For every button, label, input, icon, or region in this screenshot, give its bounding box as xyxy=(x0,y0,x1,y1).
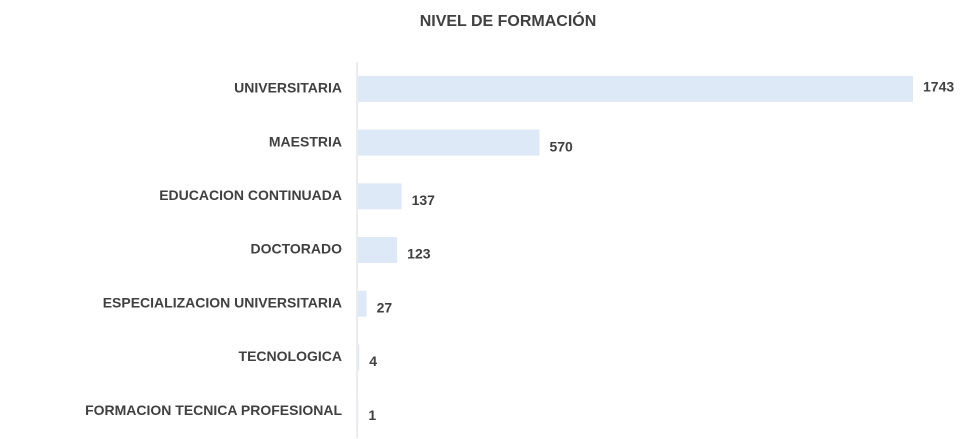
bar xyxy=(358,344,360,371)
value-label: 137 xyxy=(412,192,436,208)
value-label: 570 xyxy=(549,138,573,154)
value-label: 123 xyxy=(407,246,431,262)
y-tick-label: DOCTORADO xyxy=(250,241,342,257)
value-label: 1 xyxy=(368,407,376,423)
bar xyxy=(358,237,398,263)
y-tick-label: TECNOLOGICA xyxy=(239,348,342,364)
bar xyxy=(358,183,402,210)
y-tick-label: EDUCACION CONTINUADA xyxy=(159,187,342,203)
bar xyxy=(358,75,913,102)
value-label: 4 xyxy=(369,353,377,369)
y-tick-label: ESPECIALIZACION UNIVERSITARIA xyxy=(103,294,342,310)
y-tick-label: FORMACION TECNICA PROFESIONAL xyxy=(85,402,342,418)
y-tick-label: MAESTRIA xyxy=(269,133,342,149)
y-tick-label: UNIVERSITARIA xyxy=(234,80,342,96)
chart-title: NIVEL DE FORMACIÓN xyxy=(420,11,597,30)
value-label: 27 xyxy=(377,299,393,315)
bar xyxy=(358,129,540,156)
value-label: 1743 xyxy=(923,79,954,95)
bar xyxy=(358,290,367,317)
